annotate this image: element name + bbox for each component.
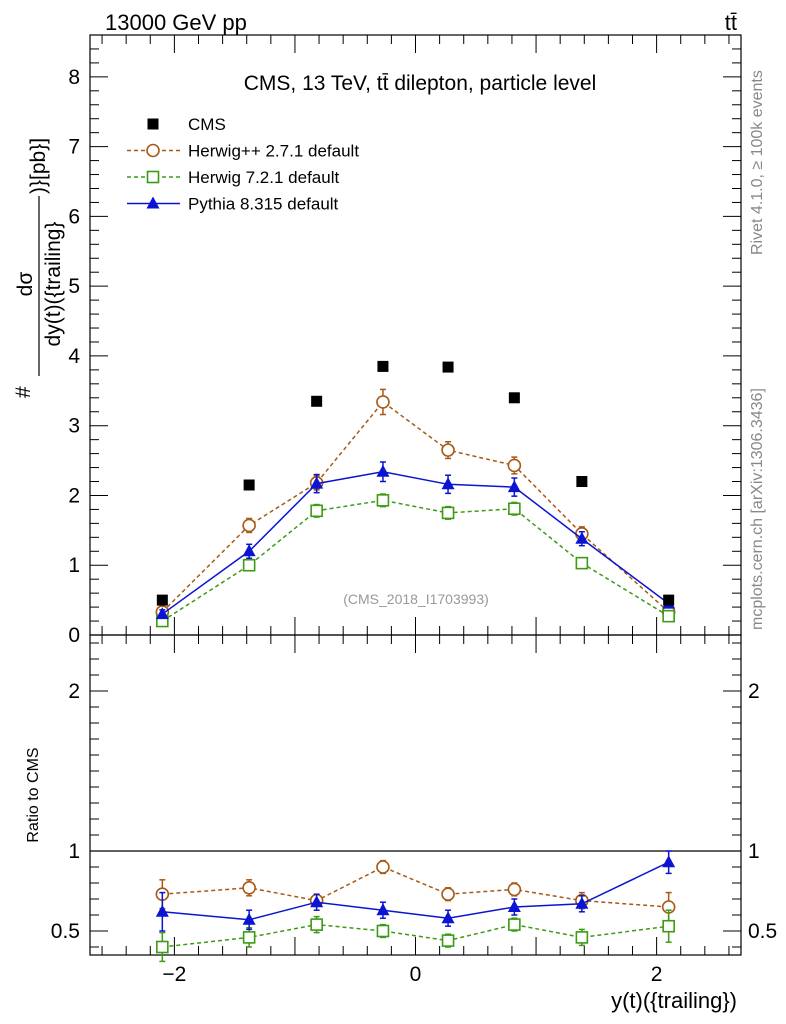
y-tick-label-main: 0 bbox=[68, 624, 80, 647]
y-tick-label-ratio: 1 bbox=[68, 840, 80, 863]
ratio-line-pythia-8-315-default bbox=[162, 861, 669, 921]
data-point-cms bbox=[156, 594, 168, 606]
y-tick-label-ratio: 0.5 bbox=[51, 920, 80, 943]
main-axes: 0 1 2 3 4 5 6 7 8 bbox=[68, 34, 741, 647]
y-tick-label-main: 7 bbox=[68, 136, 80, 159]
ratio-point-pythia-8-315-default bbox=[310, 895, 324, 908]
legend-marker-herwig-7-2-1-default bbox=[146, 170, 160, 184]
legend-label-herwig-2-7-1-default: Herwig++ 2.7.1 default bbox=[188, 142, 359, 161]
ratio-panel-frame bbox=[89, 634, 742, 956]
data-point-herwig-7-2-1-default bbox=[310, 504, 323, 518]
legend-label-cms: CMS bbox=[188, 115, 226, 134]
legend-marker-cms bbox=[147, 118, 159, 130]
data-point-pythia-8-315-default bbox=[441, 477, 455, 490]
y-tick-label-main: 1 bbox=[68, 554, 80, 577]
ratio-point-pythia-8-315-default bbox=[242, 912, 256, 925]
ratio-point-herwig-7-2-1-default bbox=[662, 919, 675, 933]
y-label-denominator: dy(t)({trailing} bbox=[42, 222, 65, 347]
data-point-cms bbox=[508, 392, 520, 404]
ratio-point-herwig-2-7-1-default bbox=[242, 880, 256, 895]
ratio-line-herwig-2-7-1-default bbox=[162, 866, 669, 908]
ratio-point-herwig-2-7-1-default bbox=[441, 887, 455, 902]
x-tick-label: −2 bbox=[162, 963, 186, 986]
ratio-point-pythia-8-315-default bbox=[575, 896, 589, 909]
y-tick-label-ratio: 2 bbox=[68, 680, 80, 703]
legend-marker-pythia-8-315-default bbox=[146, 196, 160, 209]
data-point-pythia-8-315-default bbox=[575, 531, 589, 544]
data-point-cms bbox=[663, 594, 675, 606]
series-line-herwig-7-2-1-default bbox=[161, 499, 670, 622]
legend: CMS Herwig++ 2.7.1 default Herwig 7.2.1 de… bbox=[127, 115, 359, 214]
data-point-herwig-2-7-1-default bbox=[507, 458, 522, 473]
data-point-herwig-2-7-1-default bbox=[376, 395, 390, 409]
data-point-cms bbox=[243, 479, 255, 491]
mcplots-label: mcplots.cern.ch [arXiv:1306.3436] bbox=[749, 388, 766, 630]
ratio-series bbox=[155, 850, 676, 963]
x-tick-label: 0 bbox=[410, 963, 422, 986]
data-point-cms bbox=[377, 360, 389, 372]
legend-label-herwig-7-2-1-default: Herwig 7.2.1 default bbox=[188, 168, 339, 187]
y-tick-label-main: 3 bbox=[68, 415, 80, 438]
ratio-point-pythia-8-315-default bbox=[441, 911, 455, 924]
process-label: tt̄ bbox=[725, 10, 737, 35]
ratio-point-pythia-8-315-default bbox=[376, 903, 390, 916]
ratio-point-pythia-8-315-default bbox=[155, 904, 169, 917]
ratio-line-herwig-7-2-1-default bbox=[162, 923, 669, 948]
y-tick-label-ratio-right: 1 bbox=[748, 840, 760, 863]
ratio-point-pythia-8-315-default bbox=[662, 855, 676, 868]
data-point-pythia-8-315-default bbox=[155, 607, 169, 620]
legend-marker-herwig-2-7-1-default bbox=[146, 143, 160, 158]
main-series bbox=[155, 360, 676, 628]
ratio-point-herwig-7-2-1-default bbox=[441, 934, 455, 947]
chart-title: CMS, 13 TeV, tt̄ dilepton, particle leve… bbox=[244, 72, 597, 95]
data-point-pythia-8-315-default bbox=[242, 544, 256, 557]
ratio-point-herwig-7-2-1-default bbox=[242, 931, 256, 944]
ratio-point-herwig-7-2-1-default bbox=[575, 931, 589, 944]
ratio-point-herwig-7-2-1-default bbox=[508, 918, 521, 931]
y-tick-label-main: 5 bbox=[68, 275, 80, 298]
ratio-point-herwig-7-2-1-default bbox=[310, 918, 323, 931]
y-label-prefix: # bbox=[12, 386, 35, 398]
y-tick-label-main: 2 bbox=[68, 484, 80, 507]
ratio-point-herwig-2-7-1-default bbox=[376, 860, 390, 874]
series-line-pythia-8-315-default bbox=[161, 470, 670, 615]
y-tick-label-main: 6 bbox=[68, 205, 80, 228]
y-label-suffix: )}[pb}] bbox=[27, 138, 50, 194]
data-point-herwig-7-2-1-default bbox=[441, 506, 455, 520]
data-point-pythia-8-315-default bbox=[376, 464, 390, 477]
data-point-pythia-8-315-default bbox=[507, 480, 521, 493]
x-axis-label: y(t)({trailing}) bbox=[611, 988, 737, 1013]
legend-label-pythia-8-315-default: Pythia 8.315 default bbox=[188, 195, 339, 214]
y-axis-label-ratio: Ratio to CMS bbox=[25, 747, 42, 842]
ratio-point-pythia-8-315-default bbox=[507, 900, 521, 912]
y-axis-label-main: # dσ dy(t)({trailing} )}[pb}] bbox=[12, 138, 65, 398]
data-point-cms bbox=[442, 361, 454, 373]
data-point-pythia-8-315-default bbox=[310, 476, 324, 489]
data-point-herwig-7-2-1-default bbox=[575, 556, 589, 570]
energy-label: 13000 GeV pp bbox=[105, 10, 247, 35]
x-tick-label: 2 bbox=[651, 963, 663, 986]
data-point-cms bbox=[576, 476, 588, 488]
y-tick-label-main: 4 bbox=[68, 345, 80, 368]
ratio-axes: −2 0 2 0.5 0.5 1 1 2 2 bbox=[51, 635, 777, 986]
ratio-point-herwig-2-7-1-default bbox=[507, 882, 522, 897]
series-line-herwig-2-7-1-default bbox=[161, 400, 670, 613]
rivet-label: Rivet 4.1.0, ≥ 100k events bbox=[749, 70, 766, 255]
ratio-point-herwig-7-2-1-default bbox=[156, 940, 169, 954]
data-point-cms bbox=[311, 395, 323, 407]
y-tick-label-ratio-right: 2 bbox=[748, 680, 760, 703]
y-label-numerator: dσ bbox=[14, 272, 37, 297]
data-point-herwig-2-7-1-default bbox=[242, 518, 256, 533]
data-point-herwig-7-2-1-default bbox=[376, 494, 390, 507]
data-point-herwig-7-2-1-default bbox=[508, 502, 521, 516]
data-point-herwig-2-7-1-default bbox=[441, 443, 455, 457]
analysis-tag: (CMS_2018_I1703993) bbox=[343, 591, 489, 607]
y-tick-label-main: 8 bbox=[68, 66, 80, 89]
data-point-herwig-7-2-1-default bbox=[662, 609, 675, 623]
data-point-herwig-7-2-1-default bbox=[242, 558, 256, 572]
ratio-point-herwig-7-2-1-default bbox=[376, 924, 390, 938]
y-tick-label-ratio-right: 0.5 bbox=[748, 920, 777, 943]
